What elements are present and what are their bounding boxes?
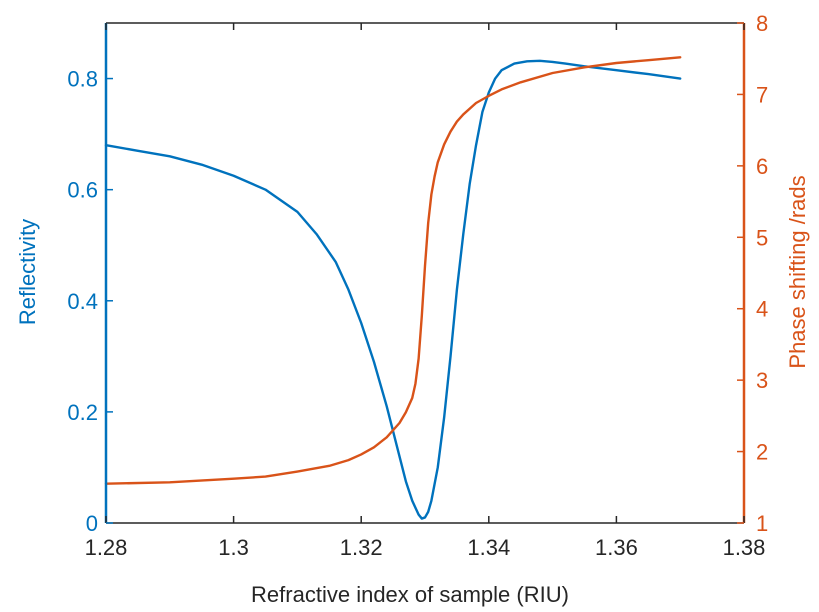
left-y-tick-label: 0.6 — [67, 178, 98, 203]
right-y-axis-title: Phase shifting /rads — [785, 175, 810, 368]
left-y-tick-label: 0 — [86, 511, 98, 536]
axes-layer: 1.28 1.3 1.32 1.34 1.36 1.38 0 0.2 0.4 0.6 0.8 1 2 3 4… — [67, 11, 768, 560]
right-y-tick-label: 6 — [756, 154, 768, 179]
right-y-tick-label: 1 — [756, 511, 768, 536]
left-y-tick-label: 0.8 — [67, 67, 98, 92]
x-tick-label: 1.34 — [467, 535, 510, 560]
reflectivity-line — [104, 59, 682, 520]
right-y-tick-label: 5 — [756, 225, 768, 250]
series-layer — [104, 56, 682, 520]
right-y-tick-label: 2 — [756, 440, 768, 465]
x-tick-label: 1.38 — [723, 535, 766, 560]
left-y-axis-title: Reflectivity — [15, 219, 40, 325]
right-y-tick-label: 4 — [756, 297, 768, 322]
left-y-tick-label: 0.2 — [67, 400, 98, 425]
right-y-tick-label: 3 — [756, 368, 768, 393]
x-tick-label: 1.3 — [218, 535, 249, 560]
x-axis-title: Refractive index of sample (RIU) — [251, 582, 569, 607]
left-y-tick-label: 0.4 — [67, 289, 98, 314]
phase-shift-line — [104, 56, 682, 485]
right-y-tick-label: 7 — [756, 82, 768, 107]
right-y-tick-label: 8 — [756, 11, 768, 36]
x-tick-label: 1.36 — [595, 535, 638, 560]
x-tick-label: 1.28 — [85, 535, 128, 560]
x-tick-label: 1.32 — [340, 535, 383, 560]
